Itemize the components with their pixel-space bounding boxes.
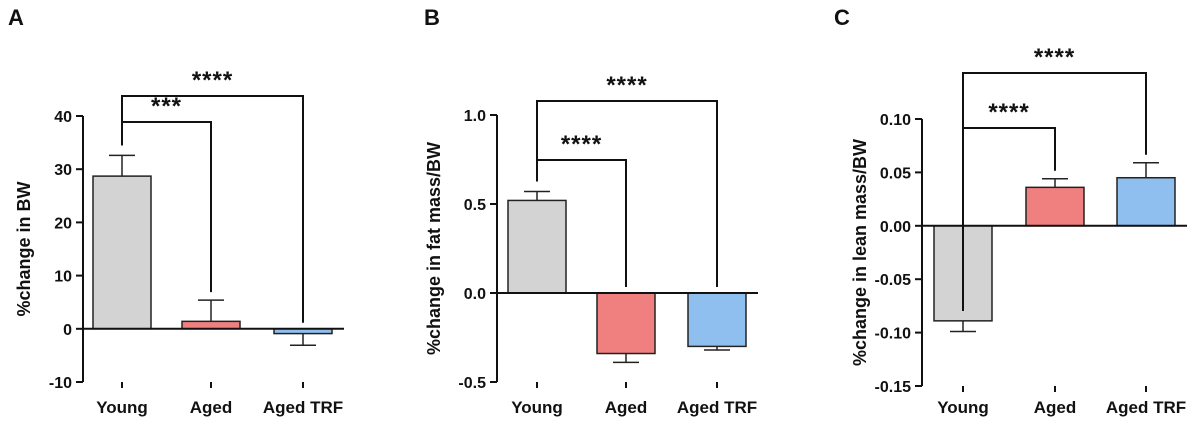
bar-young [92, 175, 152, 330]
bar-aged [1025, 186, 1085, 227]
significance-label: **** [988, 99, 1029, 126]
y-tick-label: 0.05 [880, 165, 911, 182]
y-tick-label: 0 [63, 322, 72, 339]
y-tick-label: 0.5 [464, 197, 486, 214]
panel-letter: B [424, 5, 440, 30]
y-tick-label: 20 [54, 215, 72, 232]
y-tick-label: 0.10 [880, 112, 911, 129]
y-tick-label: -0.15 [875, 379, 912, 396]
significance-label: **** [606, 72, 647, 99]
y-tick-label: 30 [54, 162, 72, 179]
y-axis-label: %change in lean mass/BW [850, 139, 870, 366]
panel-b: B -0.5 0.0 0.5 1.0 %change in fat mass/BW Youn… [424, 5, 758, 417]
bar-young [507, 199, 567, 294]
y-axis-label: %change in fat mass/BW [424, 142, 444, 355]
x-tick-label: Aged TRF [1106, 398, 1186, 417]
panel-a: A -10 0 10 20 30 40 %change in BW Young Aged Aged … [8, 5, 344, 417]
bar-aged-trf [687, 292, 747, 348]
significance-bracket [536, 100, 718, 287]
y-axis-label: %change in BW [14, 181, 34, 316]
significance-label: **** [561, 131, 602, 158]
significance-label: **** [192, 67, 233, 94]
y-tick-label: -10 [49, 375, 72, 392]
y-tick-label: -0.5 [458, 375, 486, 392]
x-tick-label: Young [937, 398, 989, 417]
panel-letter: C [834, 5, 850, 30]
significance-label: **** [1034, 44, 1075, 71]
x-tick-label: Aged [1034, 398, 1077, 417]
x-tick-label: Aged [605, 398, 648, 417]
y-tick-label: 0.00 [880, 219, 911, 236]
bar-aged-trf [1116, 176, 1176, 227]
y-tick-label: 40 [54, 109, 72, 126]
y-tick-label: -0.10 [875, 326, 912, 343]
y-tick-label: 10 [54, 269, 72, 286]
y-tick-label: -0.05 [875, 272, 912, 289]
significance-label: *** [151, 93, 182, 120]
x-tick-label: Aged TRF [263, 398, 343, 417]
x-tick-label: Young [96, 398, 148, 417]
bar-aged [181, 320, 241, 330]
x-tick-label: Aged TRF [677, 398, 757, 417]
significance-bracket [962, 72, 1147, 311]
significance-bracket [121, 95, 304, 323]
panel-letter: A [8, 5, 24, 30]
x-tick-label: Young [511, 398, 563, 417]
bar-aged [596, 292, 656, 355]
y-tick-label: 1.0 [464, 108, 486, 125]
x-tick-label: Aged [190, 398, 233, 417]
panel-c: C -0.15 -0.10 -0.05 0.00 0.05 0.10 %change in l… [834, 5, 1187, 417]
y-tick-label: 0.0 [464, 286, 486, 303]
